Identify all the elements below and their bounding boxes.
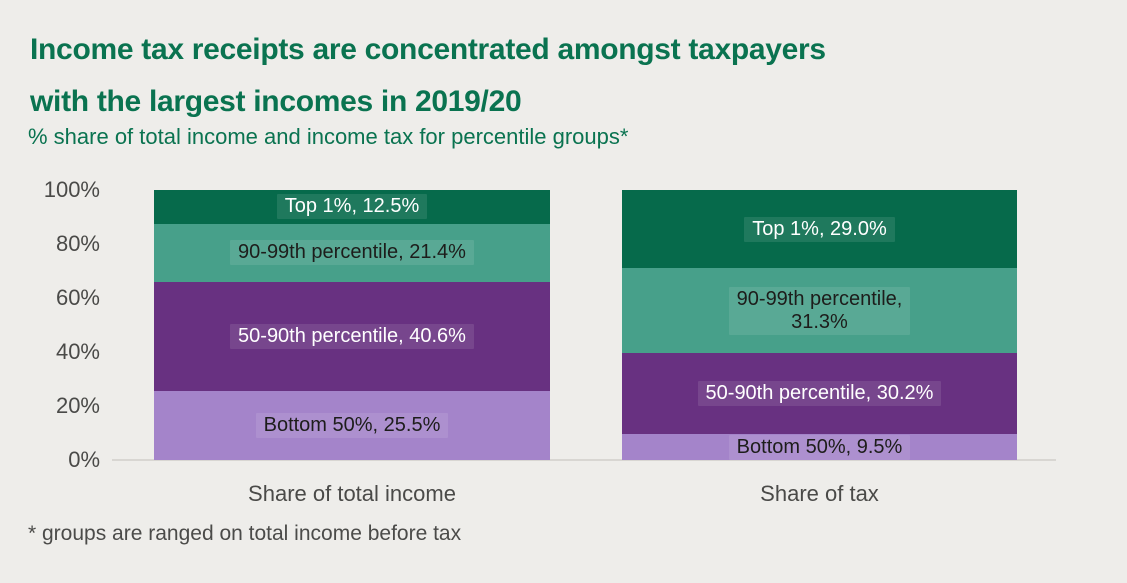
- stacked-bar: Top 1%, 29.0% 90-99th percentile, 31.3% 50…: [622, 190, 1017, 460]
- page-title-line2: with the largest incomes in 2019/20: [30, 85, 522, 118]
- page-title-line1: Income tax receipts are concentrated amo…: [30, 33, 826, 66]
- bar-segment: 90-99th percentile, 21.4%: [154, 223, 550, 282]
- bar-segment-label: Top 1%, 29.0%: [744, 216, 895, 242]
- bar-segment-label: Top 1%, 12.5%: [276, 194, 428, 220]
- bar-segment-label: 50-90th percentile, 30.2%: [697, 381, 942, 407]
- bar-segment: 90-99th percentile, 31.3%: [622, 268, 1017, 353]
- bar-segment-label: Bottom 50%, 25.5%: [255, 413, 449, 439]
- bar-segment: Top 1%, 29.0%: [622, 190, 1017, 269]
- bar-segment-label: 90-99th percentile, 31.3%: [728, 286, 911, 335]
- footnote: * groups are ranged on total income befo…: [28, 522, 462, 545]
- bar-segment: 50-90th percentile, 30.2%: [622, 352, 1017, 435]
- x-axis-category-label: Share of total income: [248, 481, 456, 506]
- bar-segment: Bottom 50%, 9.5%: [622, 434, 1017, 460]
- y-axis-tick-label: 20%: [55, 393, 100, 418]
- chart-subtitle: % share of total income and income tax f…: [28, 124, 629, 149]
- bar-segment-label: 50-90th percentile, 40.6%: [230, 323, 474, 349]
- y-axis-tick-label: 100%: [43, 177, 100, 202]
- bar-segment-label: 90-99th percentile, 21.4%: [230, 240, 474, 266]
- bar-segment: Top 1%, 12.5%: [154, 190, 550, 224]
- bar-segment: Bottom 50%, 25.5%: [154, 391, 550, 460]
- y-axis-tick-label: 60%: [55, 285, 100, 310]
- bar-segment-label: Bottom 50%, 9.5%: [728, 434, 911, 460]
- page-title: Income tax receipts are concentrated amo…: [30, 24, 826, 128]
- x-axis-line: [112, 459, 1056, 461]
- y-axis-tick-label: 0%: [68, 447, 100, 472]
- y-axis-tick-label: 80%: [55, 231, 100, 256]
- stacked-bar: Top 1%, 12.5% 90-99th percentile, 21.4% 50…: [154, 190, 550, 460]
- x-axis-category-label: Share of tax: [760, 481, 879, 506]
- y-axis-tick-label: 40%: [55, 339, 100, 364]
- bar-segment: 50-90th percentile, 40.6%: [154, 281, 550, 392]
